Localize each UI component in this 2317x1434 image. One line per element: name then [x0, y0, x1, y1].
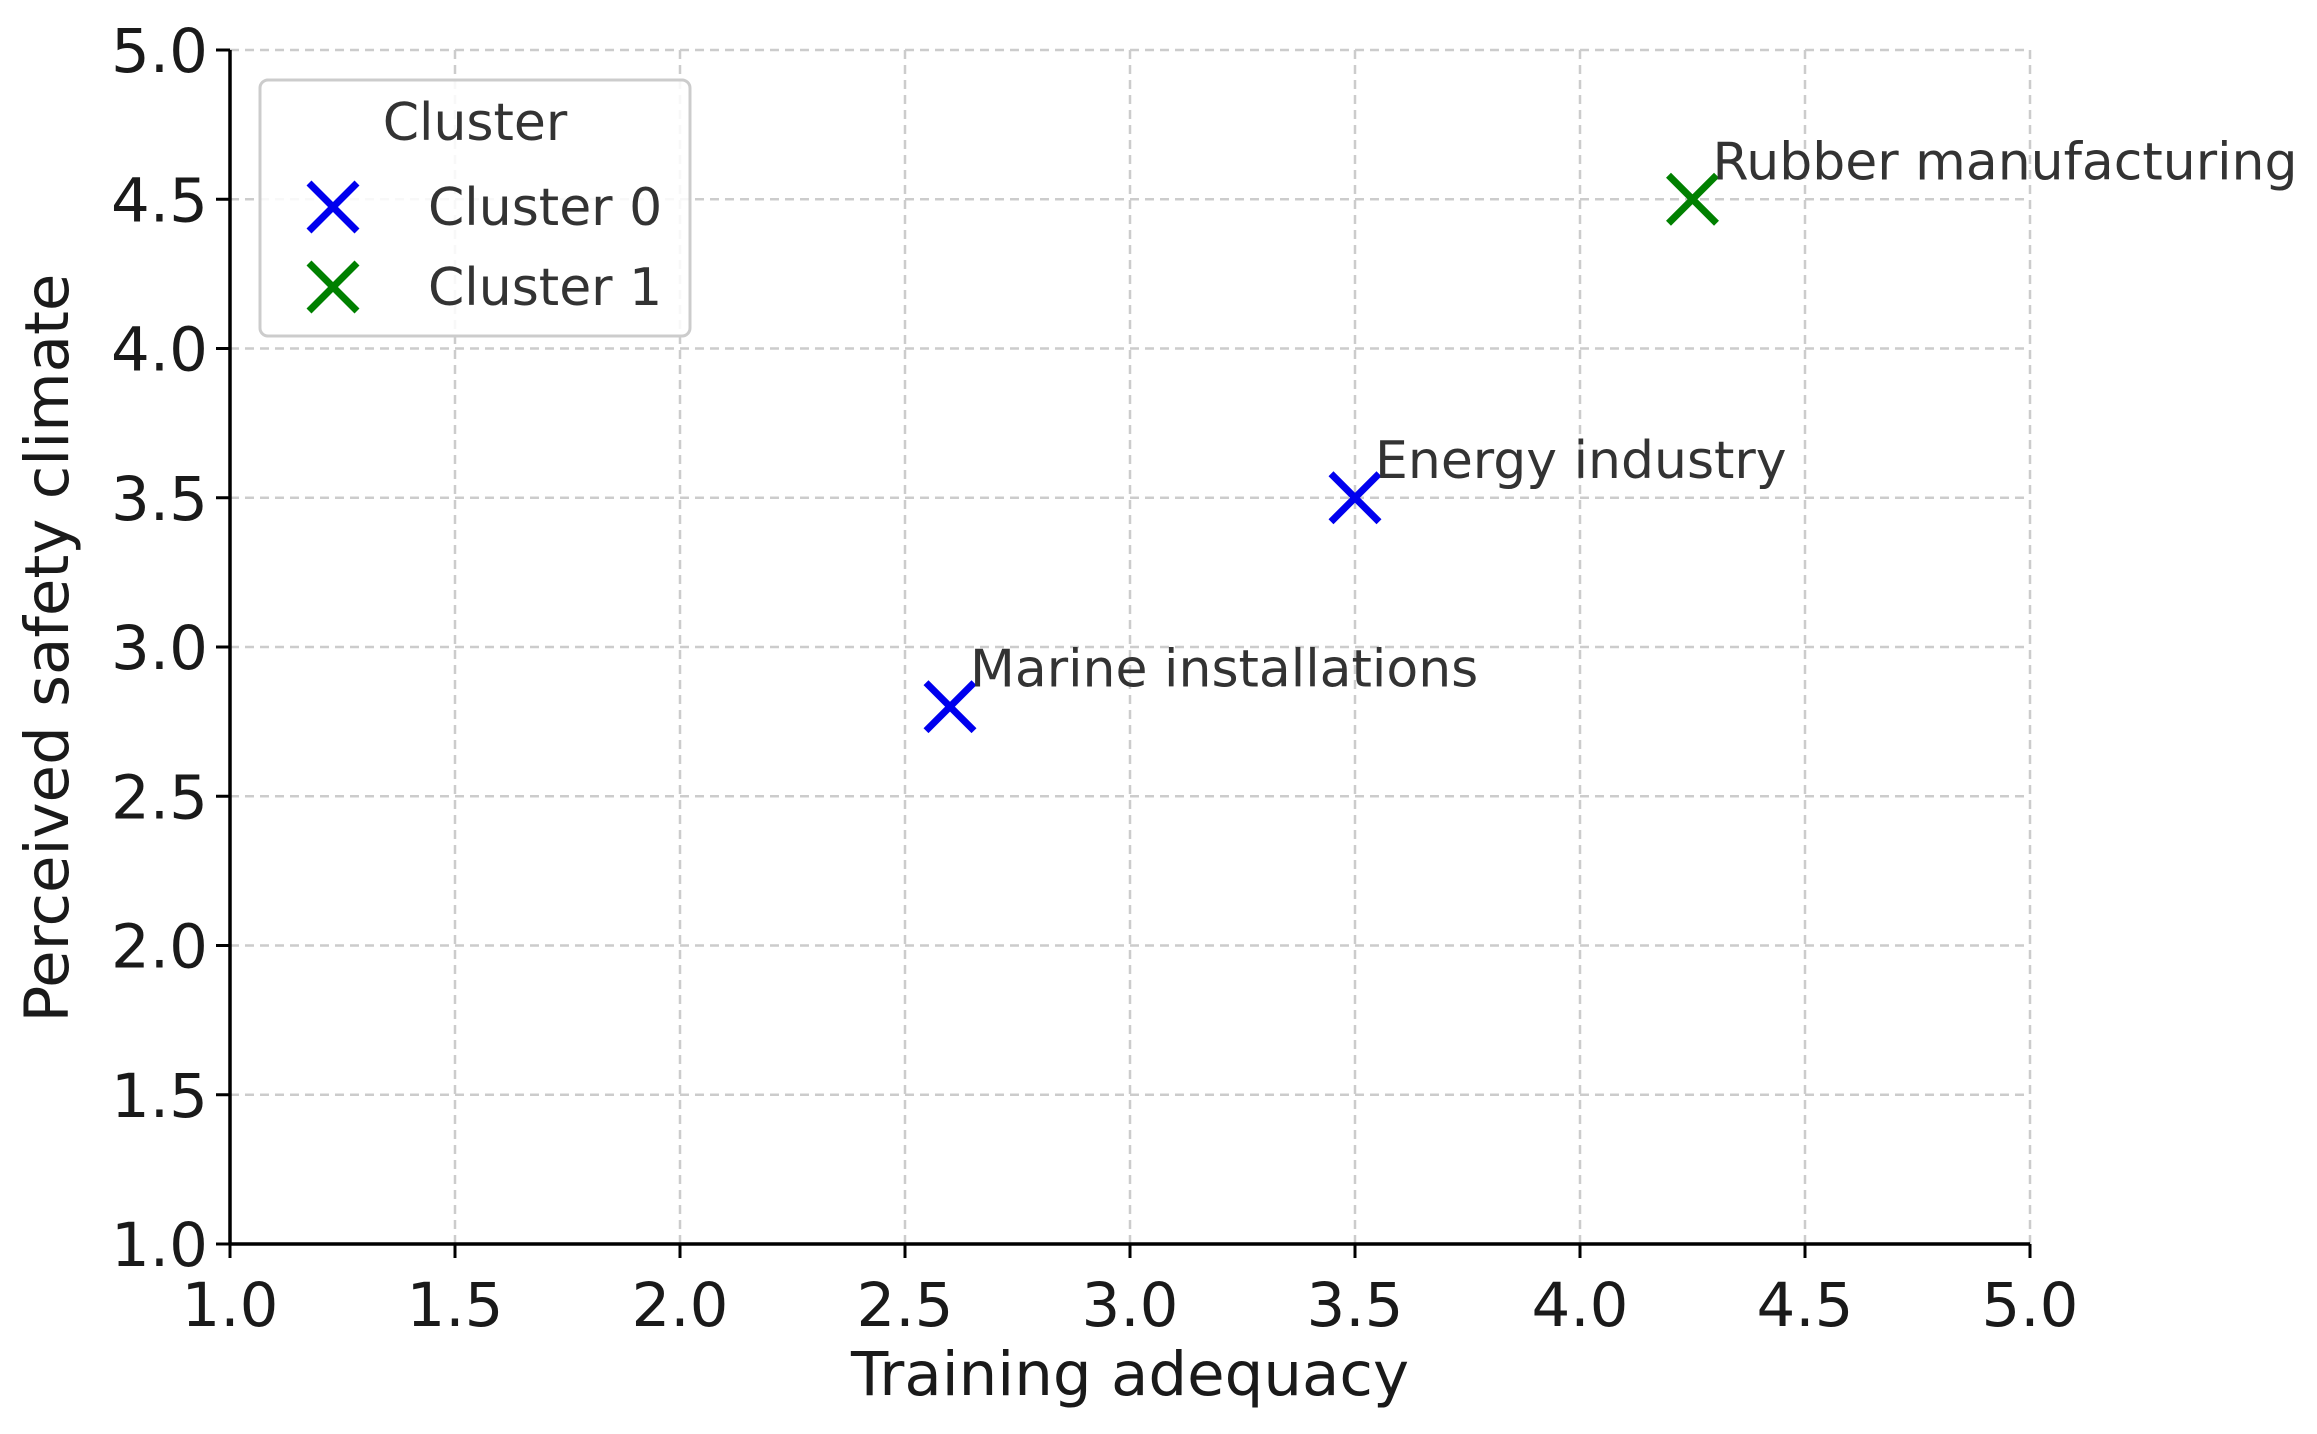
y-tick-label: 5.0	[111, 16, 208, 87]
data-point-marker	[1666, 172, 1719, 226]
x-tick-label: 5.0	[1981, 1270, 2078, 1341]
data-point-label: Rubber manufacturing	[1713, 132, 2298, 192]
legend: Cluster Cluster 0 Cluster 1	[258, 78, 692, 338]
y-tick-label: 2.0	[111, 912, 208, 983]
data-point-marker	[1328, 471, 1382, 525]
x-tick-label: 4.5	[1756, 1270, 1853, 1341]
x-axis-title: Training adequacy	[850, 1339, 1409, 1410]
tick-labels: 1.0 1.5 2.0 2.5 3.0 3.5 4.0 4.5 5.0 1.0 1.5 2.0 2.5 3…	[111, 16, 2079, 1341]
grid	[228, 48, 2032, 1246]
y-tick-label: 4.5	[111, 165, 208, 236]
x-tick-label: 4.0	[1531, 1270, 1628, 1341]
legend-marker	[306, 180, 360, 234]
y-tick-label: 3.5	[111, 464, 208, 535]
x-tick-label: 3.0	[1081, 1270, 1178, 1341]
legend-marker	[306, 260, 360, 314]
legend-box	[258, 78, 692, 338]
legend-label: Cluster 1	[428, 258, 662, 318]
y-tick-label: 4.0	[111, 315, 208, 386]
x-tick-label: 1.0	[181, 1270, 278, 1341]
legend-label: Cluster 0	[428, 178, 662, 238]
point-labels: Marine installations Energy industry Rubbe…	[970, 132, 2298, 699]
data-points	[923, 172, 1719, 734]
legend-title: Cluster	[383, 93, 568, 153]
data-point-marker	[923, 680, 977, 734]
y-tick-label: 2.5	[111, 762, 208, 833]
y-axis-title: Perceived safety climate	[12, 274, 83, 1023]
x-tick-label: 2.5	[856, 1270, 953, 1341]
data-point-label: Energy industry	[1375, 431, 1787, 491]
y-tick-label: 1.5	[111, 1061, 208, 1132]
y-tick-label: 3.0	[111, 613, 208, 684]
legend-items: Cluster 0 Cluster 1	[306, 178, 662, 318]
x-tick-label: 3.5	[1306, 1270, 1403, 1341]
data-point-label: Marine installations	[970, 640, 1478, 700]
x-tick-label: 1.5	[406, 1270, 503, 1341]
axes	[216, 48, 2032, 1258]
x-tick-label: 2.0	[631, 1270, 728, 1341]
y-tick-label: 1.0	[111, 1210, 208, 1281]
